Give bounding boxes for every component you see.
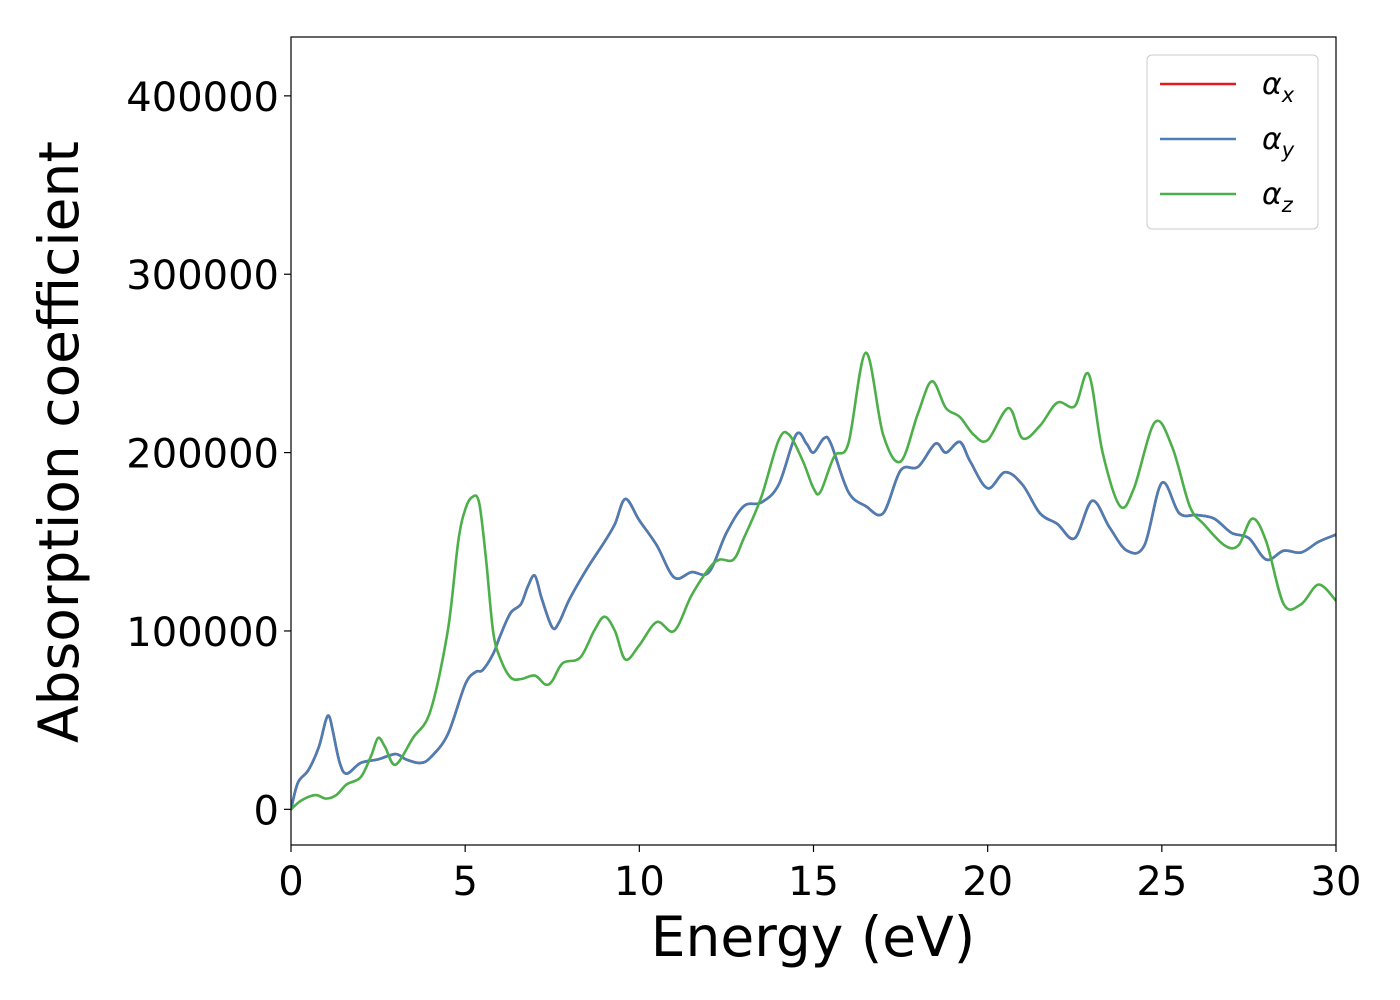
x-tick-label: 30 — [1311, 859, 1362, 905]
series-line-y — [291, 431, 1336, 811]
y-tick-label: 400000 — [126, 75, 279, 121]
y-tick-label: 0 — [254, 788, 279, 834]
y-tick-label: 100000 — [126, 610, 279, 656]
legend-label-y: αy — [1262, 122, 1295, 162]
x-axis-label: Energy (eV) — [651, 905, 975, 969]
x-tick-label: 0 — [278, 859, 303, 905]
y-axis: 0 100000 200000 300000 400000 — [126, 75, 291, 834]
series-line-z — [291, 351, 1336, 811]
legend-label-x: αx — [1262, 67, 1295, 107]
legend-label-z: αz — [1262, 177, 1294, 217]
legend-box — [1146, 54, 1319, 230]
series-lines — [291, 351, 1336, 811]
x-tick-label: 20 — [962, 859, 1013, 905]
x-tick-label: 10 — [614, 859, 665, 905]
y-tick-label: 200000 — [126, 432, 279, 478]
legend: αx αy αz — [1146, 54, 1319, 230]
x-tick-label: 5 — [452, 859, 477, 905]
x-tick-label: 25 — [1136, 859, 1187, 905]
y-tick-label: 300000 — [126, 253, 279, 299]
x-tick-label: 15 — [788, 859, 839, 905]
y-axis-label: Absorption coefficient — [27, 141, 91, 743]
x-axis: 0 5 10 15 20 25 30 — [278, 845, 1361, 905]
